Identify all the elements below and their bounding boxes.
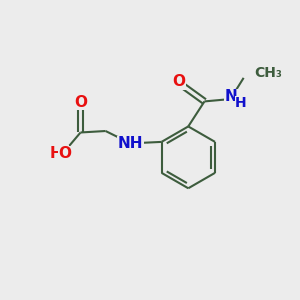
- Text: O: O: [58, 146, 71, 161]
- Text: O: O: [55, 146, 68, 160]
- Text: O: O: [74, 95, 87, 110]
- Text: NH: NH: [118, 136, 143, 152]
- Text: CH₃: CH₃: [254, 66, 282, 80]
- Text: H: H: [57, 149, 69, 163]
- Text: N: N: [225, 89, 237, 104]
- Text: H: H: [235, 97, 247, 110]
- Text: O: O: [172, 74, 185, 89]
- Text: H: H: [50, 146, 62, 161]
